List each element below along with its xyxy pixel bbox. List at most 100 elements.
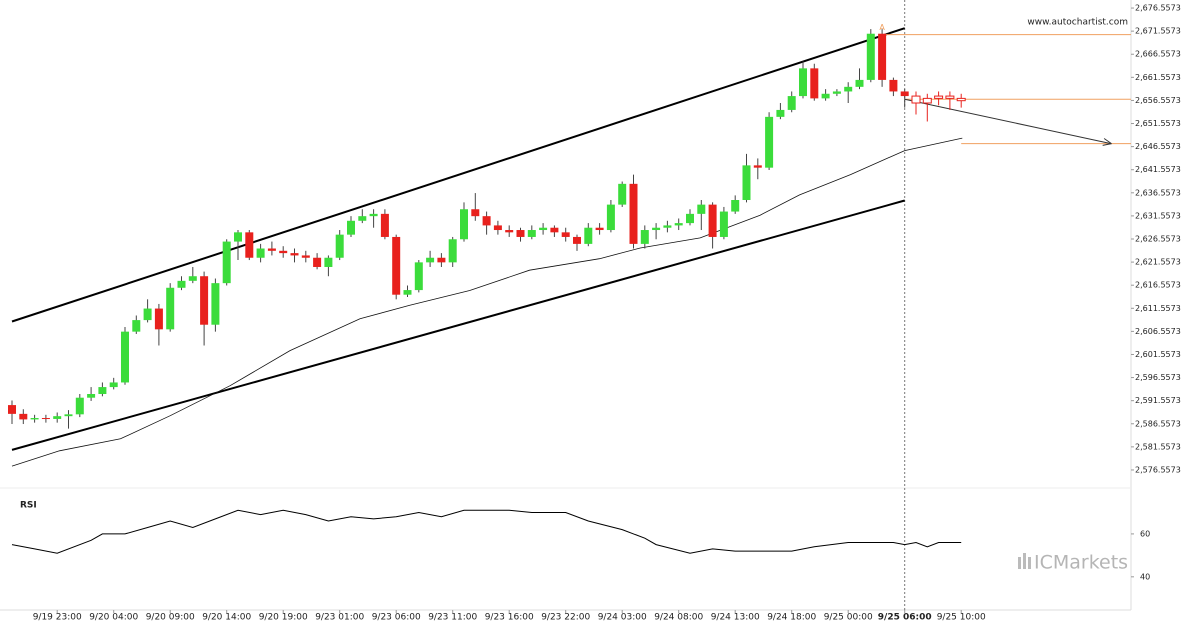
candle-body: [765, 116, 774, 168]
candle-body: [697, 204, 706, 214]
candle-body: [437, 257, 446, 263]
x-tick-label: 9/24 08:00: [654, 613, 703, 623]
candle-body: [267, 248, 276, 251]
y-tick-label: 2,666.5573: [1135, 50, 1181, 59]
y-tick-label: 2,676.5573: [1135, 4, 1181, 13]
x-tick-label: 9/25 06:00: [878, 613, 932, 623]
candle-body: [934, 95, 944, 99]
candle-body: [731, 200, 740, 212]
candle-body: [584, 227, 593, 244]
y-tick-label: 2,641.5573: [1135, 165, 1181, 174]
y-tick-label: 2,621.5573: [1135, 258, 1181, 267]
candle-body: [878, 33, 887, 80]
candle-body: [866, 33, 875, 80]
candle-body: [335, 234, 344, 258]
candle-body: [742, 165, 751, 201]
x-tick-label: 9/23 06:00: [372, 613, 421, 623]
pattern-marker: A: [879, 23, 885, 32]
y-tick-label: 2,626.5573: [1135, 235, 1181, 244]
candle-body: [301, 255, 310, 258]
y-tick-label: 2,636.5573: [1135, 188, 1181, 197]
channel-line: [11, 199, 905, 451]
rsi-title: RSI: [20, 501, 37, 511]
candle-body: [686, 213, 694, 224]
site-label: www.autochartist.com: [1027, 18, 1128, 28]
channel-line: [11, 27, 906, 323]
y-tick-label: 2,631.5573: [1135, 211, 1181, 220]
candle-body: [426, 257, 435, 263]
candle-body: [550, 227, 559, 233]
candle-body: [245, 232, 254, 258]
y-tick-label: 2,651.5573: [1135, 119, 1181, 128]
candle-body: [19, 413, 28, 420]
candle-body: [41, 418, 50, 420]
candle-body: [256, 248, 265, 258]
candle-body: [674, 223, 683, 226]
candle-body: [821, 93, 830, 99]
rsi-line: [11, 509, 962, 554]
candle-body: [618, 183, 627, 205]
candle-body: [234, 232, 242, 242]
candle-body: [719, 211, 728, 237]
candle-body: [606, 204, 615, 231]
y-tick-label: 2,671.5573: [1135, 27, 1181, 36]
candle-body: [900, 91, 909, 97]
candle-body: [222, 241, 231, 284]
candle-body: [64, 414, 73, 417]
candle-body: [945, 95, 955, 99]
y-tick-label: 2,656.5573: [1135, 96, 1181, 105]
candle-body: [922, 97, 932, 104]
x-tick-label: 9/24 03:00: [598, 613, 647, 623]
candle-body: [539, 227, 548, 231]
candle-body: [460, 209, 468, 240]
candle-body: [380, 213, 389, 237]
candle-body: [403, 290, 412, 295]
candle-body: [132, 320, 141, 332]
candle-body: [471, 209, 480, 217]
candle-body: [708, 204, 717, 237]
y-tick-label: 2,576.5573: [1135, 465, 1181, 474]
candle-body: [87, 394, 96, 398]
x-tick-label: 9/25 10:00: [937, 613, 986, 623]
candle-body: [53, 416, 62, 419]
candle-body: [414, 262, 423, 291]
candle-body: [787, 96, 796, 110]
candle-body: [98, 387, 107, 395]
candle-body: [629, 183, 638, 244]
x-tick-label: 9/19 23:00: [33, 613, 82, 623]
x-tick-label: 9/23 01:00: [315, 613, 364, 623]
y-tick-label: 2,606.5573: [1135, 327, 1181, 336]
candle-body: [595, 227, 604, 231]
y-tick-label: 2,581.5573: [1135, 442, 1181, 451]
y-tick-label: 2,616.5573: [1135, 281, 1181, 290]
candle-body: [211, 283, 220, 325]
candle-body: [832, 91, 841, 94]
candle-body: [369, 213, 378, 217]
logo-bar: [1028, 557, 1031, 569]
candle-body: [561, 232, 570, 237]
y-tick-label: 2,601.5573: [1135, 350, 1181, 359]
candle-body: [75, 397, 84, 415]
candle-body: [776, 109, 785, 117]
moving-average: [11, 137, 963, 467]
candle-body: [516, 230, 525, 237]
x-tick-label: 9/20 09:00: [146, 613, 195, 623]
candle-body: [313, 257, 322, 267]
y-tick-label: 2,591.5573: [1135, 396, 1181, 405]
x-tick-label: 9/23 16:00: [485, 613, 534, 623]
rsi-tick-label: 60: [1140, 529, 1150, 538]
candle-body: [652, 227, 661, 231]
candle-body: [200, 276, 209, 325]
candle-body: [358, 216, 367, 221]
candle-body: [121, 331, 129, 383]
candle-body: [392, 236, 401, 295]
x-tick-label: 9/24 13:00: [711, 613, 760, 623]
x-tick-label: 9/20 14:00: [202, 613, 251, 623]
candle-body: [448, 239, 457, 263]
logo-bar: [1018, 557, 1021, 569]
candle-body: [493, 225, 502, 231]
x-tick-label: 9/20 04:00: [89, 613, 138, 623]
candle-body: [324, 257, 333, 267]
candle-body: [166, 287, 175, 330]
